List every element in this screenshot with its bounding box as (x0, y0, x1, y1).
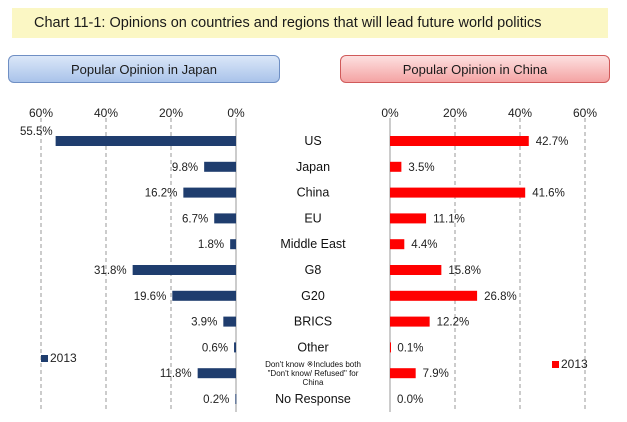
value-label-china: 42.7% (536, 136, 569, 148)
value-label-japan: 6.7% (182, 213, 208, 225)
tick-label-japan: 60% (29, 106, 53, 120)
legend-swatch-japan (41, 355, 48, 362)
value-label-china: 3.5% (408, 162, 434, 174)
value-label-japan: 16.2% (145, 188, 178, 200)
legend-swatch-china (552, 361, 559, 368)
tick-label-japan: 0% (227, 106, 245, 120)
bar-japan (214, 213, 236, 224)
bar-china (390, 342, 391, 353)
value-label-china: 4.4% (411, 239, 437, 251)
bar-china (390, 161, 402, 172)
category-label: G8 (305, 263, 322, 277)
tick-label-japan: 40% (94, 106, 118, 120)
category-label: China (297, 186, 330, 200)
legend-label-china: 2013 (561, 357, 588, 371)
bar-japan (197, 368, 236, 379)
bar-japan (55, 136, 236, 146)
category-label: No Response (275, 392, 351, 406)
chart-title: Chart 11-1: Opinions on countries and re… (12, 8, 608, 38)
value-label-japan: 55.5% (20, 126, 53, 138)
value-label-china: 11.1% (433, 213, 465, 225)
tick-label-china: 40% (508, 106, 532, 120)
value-label-china: 15.8% (448, 265, 481, 277)
tick-label-china: 60% (573, 106, 597, 120)
panel-japan-header: Popular Opinion in Japan (8, 55, 280, 83)
bar-china (390, 368, 416, 379)
value-label-japan: 0.6% (202, 342, 228, 354)
legend-label-japan: 2013 (50, 351, 77, 365)
category-label-line: Don't know ※Includes both (265, 360, 361, 369)
value-label-china: 12.2% (437, 317, 470, 329)
value-label-japan: 1.8% (198, 239, 224, 251)
tick-label-china: 20% (443, 106, 467, 120)
category-label: US (304, 134, 321, 148)
category-label: BRICS (294, 315, 332, 329)
value-label-china: 0.1% (397, 342, 423, 354)
category-label-line: China (303, 378, 324, 387)
category-label-line: "Don't know/ Refused" for (268, 369, 359, 378)
bar-japan (204, 161, 236, 172)
bar-china (390, 136, 529, 146)
bar-japan (132, 265, 236, 275)
tick-label-japan: 20% (159, 106, 183, 120)
value-label-china: 41.6% (532, 188, 565, 200)
value-label-china: 26.8% (484, 291, 517, 303)
category-label: G20 (301, 289, 325, 303)
category-label: Middle East (280, 237, 346, 251)
value-label-japan: 3.9% (191, 317, 217, 329)
bar-japan (230, 239, 236, 250)
tick-label-china: 0% (381, 106, 399, 120)
value-label-japan: 0.2% (203, 394, 229, 406)
bar-japan (223, 316, 236, 327)
bar-china (390, 316, 430, 327)
bar-china (390, 290, 478, 301)
value-label-japan: 11.8% (160, 368, 192, 380)
bar-china (390, 265, 442, 275)
value-label-japan: 9.8% (172, 162, 198, 174)
value-label-china: 0.0% (397, 394, 423, 406)
bar-china (390, 213, 427, 224)
bar-japan (172, 290, 236, 301)
bar-japan (183, 187, 236, 198)
value-label-china: 7.9% (423, 368, 449, 380)
panel-china-header: Popular Opinion in China (340, 55, 610, 83)
value-label-japan: 31.8% (94, 265, 127, 277)
value-label-japan: 19.6% (134, 291, 167, 303)
category-label: EU (304, 211, 321, 225)
category-label: Other (297, 340, 328, 354)
bar-china (390, 239, 405, 250)
bar-japan (235, 394, 237, 404)
bar-china (390, 187, 526, 198)
bar-japan (234, 342, 236, 353)
category-label: Japan (296, 160, 330, 174)
